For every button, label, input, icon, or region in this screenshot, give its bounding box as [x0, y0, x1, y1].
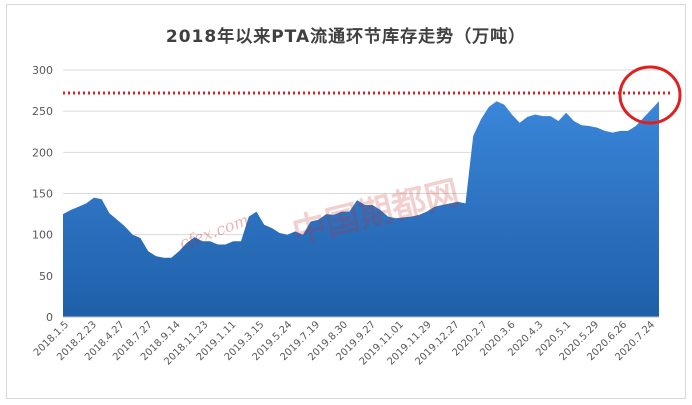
series-area — [63, 101, 659, 317]
y-tick-label: 50 — [39, 270, 53, 283]
chart-title: 2018年以来PTA流通环节库存走势（万吨） — [165, 27, 527, 47]
y-tick-label: 300 — [32, 64, 53, 77]
y-tick-label: 200 — [32, 146, 53, 159]
y-tick-label: 150 — [32, 188, 53, 201]
highlight-circle — [618, 65, 682, 125]
y-tick-label: 0 — [46, 311, 53, 324]
y-tick-label: 100 — [32, 229, 53, 242]
y-tick-label: 250 — [32, 105, 53, 118]
